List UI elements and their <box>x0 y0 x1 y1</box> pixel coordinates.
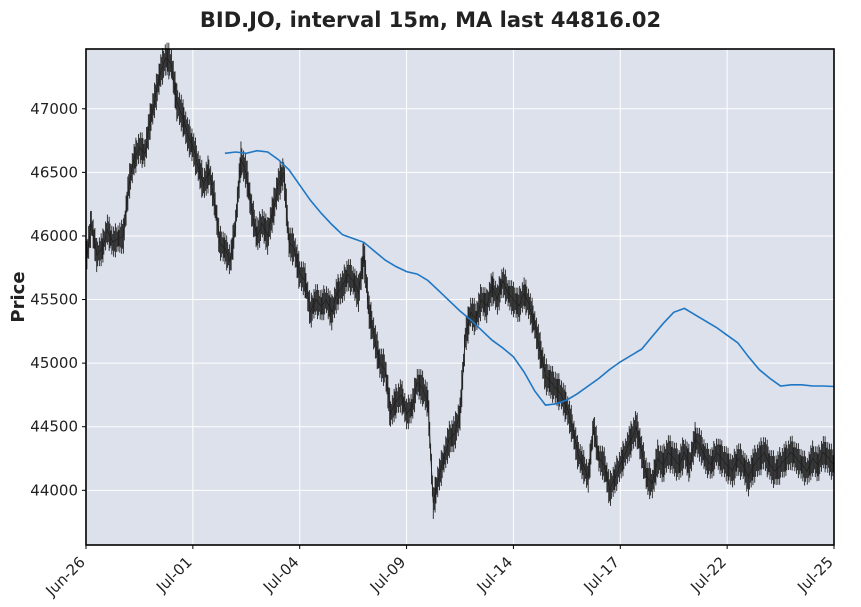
x-tick-label: Jul-22 <box>686 553 730 597</box>
y-tick-label: 46500 <box>30 163 78 181</box>
ma-line <box>224 149 835 406</box>
plot-frame <box>85 48 835 546</box>
x-tick-label: Jun-26 <box>41 553 88 600</box>
y-tick-label: 46000 <box>30 227 78 245</box>
x-tick-label: Jul-25 <box>793 553 837 597</box>
x-tick-label: Jul-14 <box>473 553 517 597</box>
x-tick-label: Jul-09 <box>366 553 410 597</box>
x-tick-label: Jul-04 <box>259 553 303 597</box>
y-axis-label: Price <box>8 271 29 322</box>
y-tick-label: 45500 <box>30 291 78 309</box>
price-line <box>85 57 835 504</box>
y-tick-label: 44500 <box>30 418 78 436</box>
x-tick-label: Jul-01 <box>152 553 196 597</box>
y-tick-label: 44000 <box>30 481 78 499</box>
y-tick-label: 45000 <box>30 354 78 372</box>
chart-title: BID.JO, interval 15m, MA last 44816.02 <box>199 8 662 32</box>
x-tick-label: Jul-17 <box>580 553 624 597</box>
y-tick-label: 47000 <box>30 100 78 118</box>
